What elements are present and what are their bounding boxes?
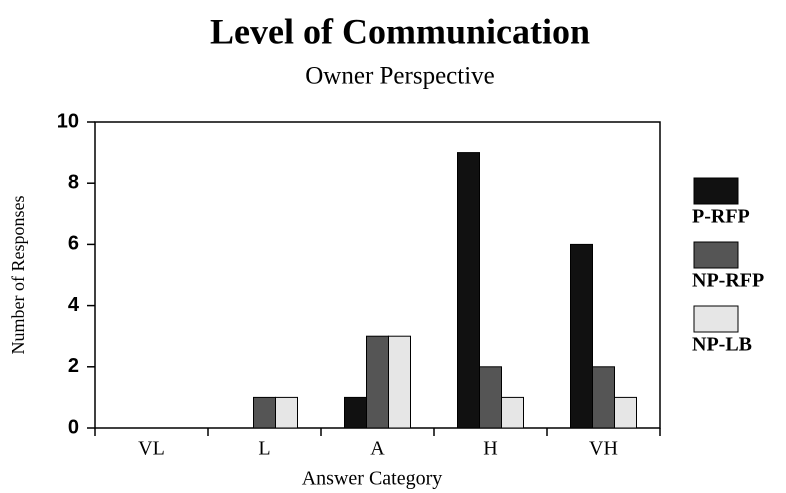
y-axis-label: Number of Responses bbox=[8, 196, 28, 355]
bar bbox=[275, 396, 298, 429]
y-tick-label: 0 bbox=[68, 416, 79, 438]
bar bbox=[570, 243, 593, 429]
legend-label: NP-RFP bbox=[692, 270, 764, 292]
y-tick-label: 4 bbox=[68, 294, 80, 316]
bar bbox=[614, 396, 637, 429]
legend-swatch bbox=[693, 177, 739, 205]
x-tick-label: VL bbox=[138, 438, 165, 460]
bar bbox=[501, 396, 524, 429]
x-tick-label: L bbox=[258, 438, 270, 460]
bar bbox=[479, 366, 502, 429]
x-tick-label: H bbox=[483, 438, 497, 460]
legend-label: NP-LB bbox=[692, 334, 752, 356]
bar bbox=[457, 152, 480, 429]
bar bbox=[592, 366, 615, 429]
bar bbox=[344, 396, 367, 429]
x-tick-label: A bbox=[370, 438, 385, 460]
y-tick-label: 10 bbox=[57, 110, 79, 132]
bar bbox=[366, 335, 389, 429]
y-tick-label: 8 bbox=[68, 171, 79, 193]
legend-swatch bbox=[693, 241, 739, 269]
legend-label: P-RFP bbox=[692, 206, 750, 228]
x-axis-label: Answer Category bbox=[302, 468, 443, 490]
x-tick-label: VH bbox=[589, 438, 618, 460]
bar bbox=[388, 335, 411, 429]
y-tick-label: 2 bbox=[68, 355, 79, 377]
chart-title: Level of Communication bbox=[210, 11, 590, 51]
bar bbox=[253, 396, 276, 429]
chart-subtitle: Owner Perspective bbox=[305, 63, 495, 90]
y-tick-label: 6 bbox=[68, 233, 79, 255]
legend-swatch bbox=[693, 305, 739, 333]
